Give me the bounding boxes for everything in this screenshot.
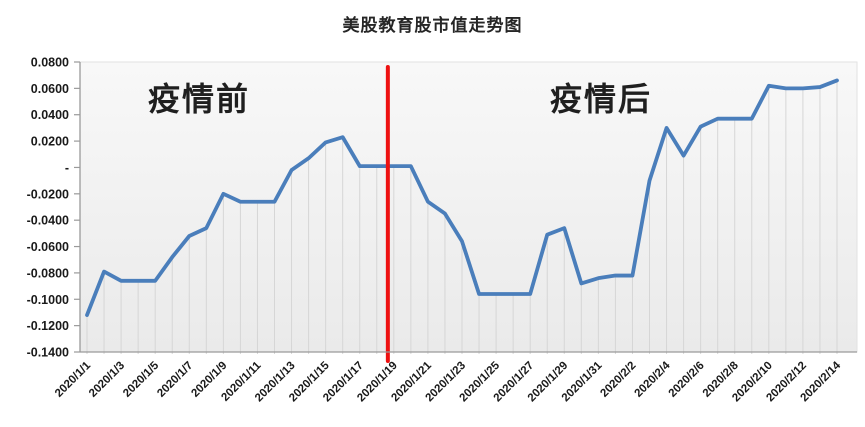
x-tick-label: 2020/2/2: [598, 360, 638, 400]
chart-title: 美股教育股市值走势图: [342, 16, 523, 35]
plot-area: [79, 61, 858, 353]
y-tick-label: -0.0200: [27, 187, 69, 201]
y-tick-label: -0.0400: [27, 214, 69, 228]
y-tick-label: -0.0800: [27, 266, 69, 280]
x-tick-label: 2020/2/6: [667, 360, 707, 400]
y-tick-label: -0.1400: [27, 346, 69, 360]
annotation-post-pandemic: 疫情后: [550, 81, 653, 117]
y-tick-label: 0.0600: [31, 82, 69, 96]
x-tick-label: 2020/1/7: [155, 360, 195, 400]
y-tick-label: 0.0200: [31, 135, 69, 149]
y-tick-label: -0.1200: [27, 319, 69, 333]
x-tick-label: 2020/2/4: [633, 359, 674, 400]
y-tick-label: 0.0400: [31, 108, 69, 122]
annotation-pre-pandemic: 疫情前: [148, 81, 251, 117]
x-tick-label: 2020/1/1: [53, 359, 94, 400]
x-tick-label: 2020/1/5: [121, 359, 162, 400]
x-tick-label: 2020/1/3: [87, 360, 127, 400]
y-tick-label: -: [65, 161, 69, 175]
y-tick-label: -0.0600: [27, 240, 69, 254]
data-line-series: [85, 78, 839, 317]
y-tick-label: -0.1000: [27, 293, 69, 307]
y-tick-label: 0.0800: [31, 56, 69, 70]
